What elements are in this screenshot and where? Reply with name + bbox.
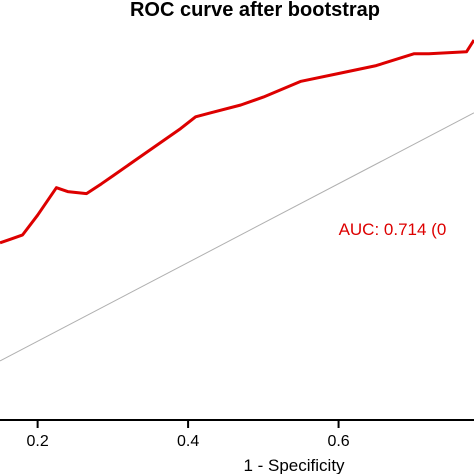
auc-annotation: AUC: 0.714 (0 bbox=[339, 220, 447, 239]
plot-frame bbox=[0, 419, 474, 421]
roc-curve-layer bbox=[0, 39, 474, 245]
x-axis-label: 1 - Specificity bbox=[243, 456, 345, 474]
roc-curve bbox=[0, 39, 474, 245]
x-tick-label: 0.4 bbox=[177, 433, 199, 450]
x-axis-ticks: 0.2 0.4 0.6 bbox=[26, 420, 350, 450]
x-tick-label: 0.6 bbox=[327, 433, 349, 450]
x-tick-label: 0.2 bbox=[26, 433, 48, 450]
reference-diagonal bbox=[0, 112, 474, 362]
chart-title: ROC curve after bootstrap bbox=[130, 0, 380, 21]
reference-diagonal-layer bbox=[0, 112, 474, 362]
